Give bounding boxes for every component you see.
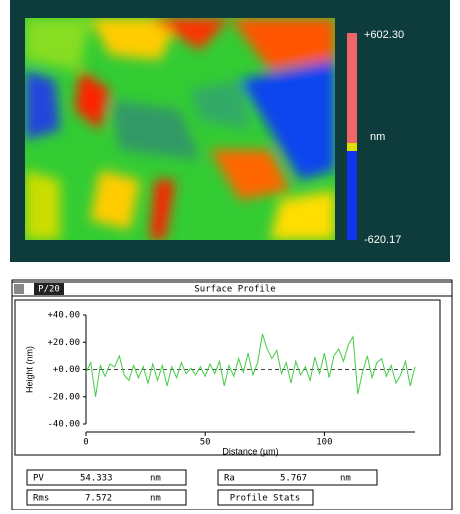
colorbar-min: -620.17 [364,234,401,246]
rms-box [26,489,187,506]
tag-box [34,283,64,295]
ra-name: Ra [224,474,235,484]
profile-stats-label[interactable]: Profile Stats [230,494,300,504]
window-tag: P/20 [38,285,60,295]
ra-unit: nm [340,474,351,484]
close-box[interactable] [14,284,24,294]
pv-unit: nm [150,474,161,484]
colorbar-max: +602.30 [364,29,404,41]
height-map [25,18,335,240]
colorbar-low [347,151,357,240]
colorbar-unit: nm [370,131,385,143]
x-tick-label: 100 [316,438,332,448]
rms-unit: nm [150,494,161,504]
window-title: Surface Profile [194,285,275,295]
plot: +40.00 +20.00 +0.00 -20.00 -40.000 50 100 Dista… [24,311,416,456]
y-tick-label: +0.00 [53,365,80,375]
rms-name: Rms [33,494,49,504]
x-axis-label: Distance (µm) [222,446,278,456]
pv-name: PV [33,474,44,484]
y-tick-label: -20.00 [47,392,80,402]
profile-stats-button[interactable] [217,489,314,506]
y-tick-label: +20.00 [47,338,80,348]
profile-line [85,333,416,397]
rms-value: 7.572 [85,494,112,504]
pv-box [26,469,187,486]
ra-box [217,469,378,486]
y-axis-label: Height (nm) [24,346,34,393]
y-tick-label: -40.00 [47,420,80,430]
colorbar-mid [347,143,357,151]
x-tick-label: 50 [200,438,211,448]
colorbar-high [347,33,357,143]
title-bar [11,281,453,297]
ra-value: 5.767 [280,474,307,484]
pv-value: 54.333 [80,474,113,484]
x-tick-label: 0 [83,438,88,448]
y-tick-label: +40.00 [47,311,80,321]
